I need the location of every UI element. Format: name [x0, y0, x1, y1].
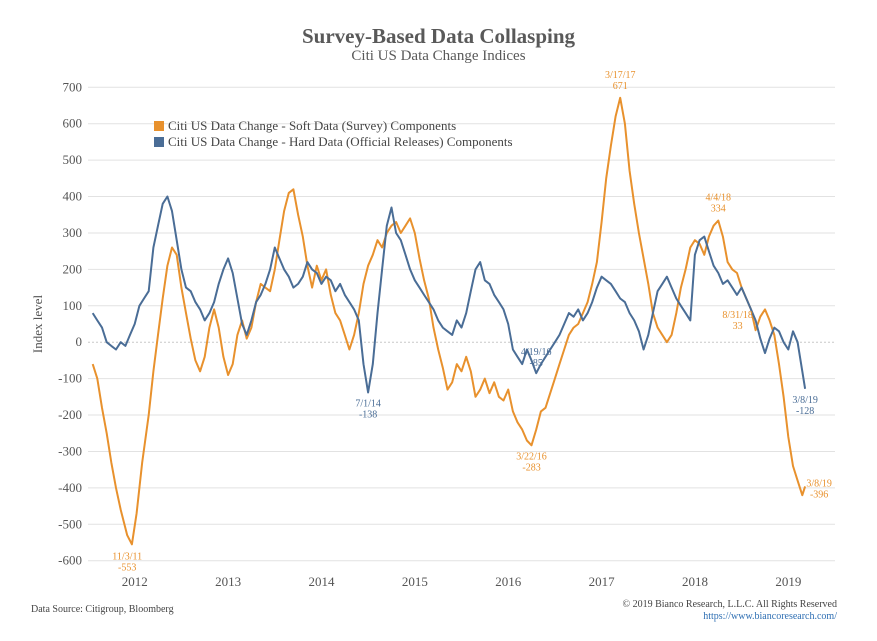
legend-swatch: [154, 137, 164, 147]
x-tick-label: 2012: [122, 574, 148, 589]
y-axis-label: Index level: [30, 295, 45, 354]
annotation-date: 4/4/18: [706, 193, 732, 204]
y-tick-label: 700: [63, 79, 83, 94]
annotation-value: 33: [733, 321, 743, 332]
x-tick-label: 2018: [682, 574, 708, 589]
series-line-hard: [91, 195, 807, 394]
legend-label: Citi US Data Change - Soft Data (Survey)…: [168, 118, 456, 133]
y-tick-label: 600: [63, 116, 83, 131]
x-tick-label: 2015: [402, 574, 428, 589]
x-tick-label: 2014: [308, 574, 335, 589]
annotation-date: 3/22/16: [516, 451, 547, 462]
annotation-value: 334: [711, 204, 726, 215]
annotation-date: 7/1/14: [355, 398, 381, 409]
annotation-date: 4/19/16: [521, 347, 552, 358]
x-tick-label: 2019: [775, 574, 801, 589]
annotation-value: -138: [359, 409, 377, 420]
y-tick-label: 200: [63, 261, 83, 276]
legend-label: Citi US Data Change - Hard Data (Officia…: [168, 134, 513, 149]
y-tick-label: 300: [63, 225, 83, 240]
annotation-date: 3/17/17: [605, 70, 636, 81]
annotation-value: -553: [118, 563, 136, 574]
annotation-value: -128: [796, 406, 814, 417]
data-source: Data Source: Citigroup, Bloomberg: [31, 604, 174, 615]
y-tick-label: -100: [58, 371, 82, 386]
y-tick-label: 0: [76, 334, 83, 349]
annotation-value: -283: [522, 462, 540, 473]
x-tick-label: 2013: [215, 574, 241, 589]
y-tick-label: -500: [58, 516, 82, 531]
annotation-date: 3/8/19: [806, 478, 832, 489]
y-tick-label: -200: [58, 407, 82, 422]
copyright: © 2019 Bianco Research, L.L.C. All Right…: [622, 599, 837, 610]
y-tick-label: -400: [58, 480, 82, 495]
y-tick-label: 500: [63, 152, 83, 167]
x-tick-label: 2016: [495, 574, 522, 589]
chart-title: Survey-Based Data Collasping: [301, 24, 576, 48]
annotation-value: -85: [530, 358, 543, 369]
y-tick-label: -600: [58, 553, 82, 568]
y-tick-label: -300: [58, 443, 82, 458]
annotation-date: 3/8/19: [792, 395, 818, 406]
annotation-date: 11/3/11: [112, 552, 142, 563]
legend-swatch: [154, 121, 164, 131]
series-line-soft: [91, 96, 807, 546]
annotation-value: 671: [613, 81, 628, 92]
website-link[interactable]: https://www.biancoresearch.com/: [703, 611, 837, 622]
x-tick-label: 2017: [589, 574, 616, 589]
y-tick-label: 100: [63, 298, 83, 313]
annotation-value: -396: [810, 489, 828, 500]
annotation-date: 8/31/18: [722, 310, 753, 321]
chart-subtitle: Citi US Data Change Indices: [351, 48, 526, 64]
y-tick-label: 400: [63, 189, 83, 204]
